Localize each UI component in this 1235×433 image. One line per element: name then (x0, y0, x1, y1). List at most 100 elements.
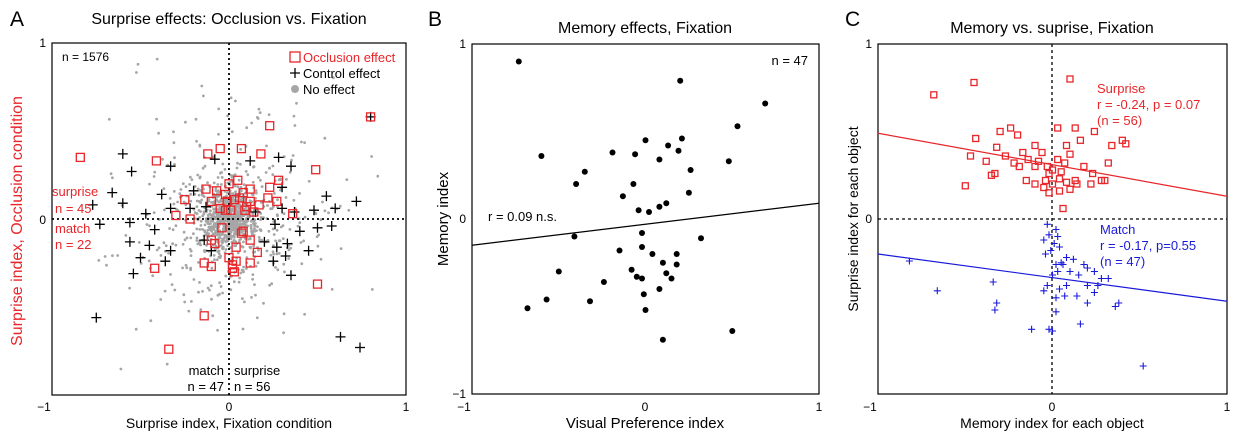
c-surprise-fit-line (877, 132, 1228, 197)
no-effect-point (249, 227, 253, 231)
no-effect-point (249, 223, 253, 227)
no-effect-point (252, 165, 256, 169)
no-effect-point (201, 214, 205, 218)
no-effect-point (210, 229, 214, 233)
occlusion-effect-point (273, 175, 284, 185)
no-effect-point (277, 252, 281, 255)
no-effect-point (195, 205, 199, 209)
no-effect-point (235, 166, 239, 170)
c-xtick-0: 0 (1049, 400, 1056, 414)
no-effect-point (206, 228, 210, 232)
no-effect-point (212, 200, 216, 204)
no-effect-point (234, 244, 237, 248)
no-effect-point (298, 221, 302, 225)
control-effect-point (128, 268, 139, 279)
no-effect-point (259, 218, 262, 222)
no-effect-point (242, 202, 246, 206)
no-effect-point (201, 290, 204, 293)
no-effect-point (370, 288, 374, 291)
occlusion-effect-point (227, 263, 238, 273)
no-effect-point (173, 288, 177, 292)
no-effect-point (178, 192, 182, 196)
a-ytick-1: 1 (39, 36, 46, 50)
no-effect-point (284, 196, 288, 199)
no-effect-point (189, 249, 193, 253)
no-effect-point (232, 280, 236, 284)
match-point (1052, 308, 1060, 316)
no-effect-point (171, 242, 175, 246)
match-point (1052, 226, 1060, 233)
occlusion-effect-point (215, 203, 225, 214)
no-effect-point (258, 228, 262, 232)
no-effect-point (197, 193, 201, 197)
control-effect-point (273, 152, 284, 163)
no-effect-point (246, 219, 250, 223)
panel-b-letter: B (428, 8, 442, 31)
occlusion-effect-point (238, 226, 248, 236)
no-effect-point (317, 233, 321, 237)
match-point (1059, 261, 1067, 268)
no-effect-point (212, 225, 216, 229)
no-effect-point (245, 224, 248, 227)
no-effect-point (213, 258, 216, 262)
match-point (1056, 243, 1063, 251)
surprise-point (1059, 204, 1067, 213)
no-effect-point (288, 170, 292, 174)
no-effect-point (189, 192, 193, 196)
no-effect-point (203, 230, 207, 234)
no-effect-point (266, 204, 269, 207)
no-effect-point (271, 250, 275, 254)
c-ytick-0: 0 (865, 212, 872, 226)
control-effect-point (321, 191, 332, 202)
no-effect-point (217, 252, 221, 256)
no-effect-point (257, 236, 261, 239)
no-effect-point (148, 224, 151, 228)
c-xlabel: Memory index for each object (960, 415, 1144, 431)
c-xtick-neg1: −1 (863, 400, 877, 414)
memory-point (649, 251, 656, 257)
occlusion-effect-point (311, 165, 321, 175)
no-effect-point (216, 328, 220, 332)
no-effect-point (221, 228, 225, 232)
match-point (1111, 303, 1119, 310)
no-effect-point (230, 222, 234, 226)
no-effect-point (257, 248, 260, 252)
no-effect-point (289, 246, 293, 250)
control-effect-point (335, 331, 346, 342)
memory-point (524, 305, 531, 312)
no-effect-point (241, 327, 245, 331)
match-point (989, 278, 997, 286)
no-effect-point (218, 219, 222, 223)
surprise-point (966, 152, 975, 160)
memory-point (656, 203, 663, 210)
no-effect-point (208, 288, 211, 292)
no-effect-point (198, 228, 202, 231)
memory-point (678, 135, 685, 142)
no-effect-point (192, 278, 196, 281)
surprise-point (1045, 189, 1053, 197)
no-effect-point (254, 197, 257, 200)
no-effect-point (224, 274, 228, 278)
occlusion-effect-point (256, 149, 266, 159)
control-effect-point (277, 203, 288, 214)
no-effect-point (254, 264, 258, 268)
control-effect-point (165, 245, 176, 256)
occlusion-effect-point (199, 311, 209, 321)
no-effect-point (243, 300, 246, 304)
no-effect-point (168, 197, 172, 200)
no-effect-point (274, 266, 277, 269)
no-effect-point (234, 190, 237, 194)
no-effect-point (159, 298, 163, 301)
surprise-point (1019, 148, 1027, 157)
occlusion-effect-point (233, 175, 243, 185)
control-effect-point (312, 222, 323, 233)
a-n45: n = 45 (55, 201, 92, 216)
no-effect-point (218, 281, 222, 285)
no-effect-point (347, 208, 351, 212)
occlusion-effect-point (151, 156, 162, 166)
surprise-point (1055, 187, 1064, 195)
no-effect-point (162, 187, 166, 191)
occlusion-effect-point (215, 143, 225, 154)
no-effect-point (265, 144, 268, 148)
no-effect-point (199, 219, 203, 223)
